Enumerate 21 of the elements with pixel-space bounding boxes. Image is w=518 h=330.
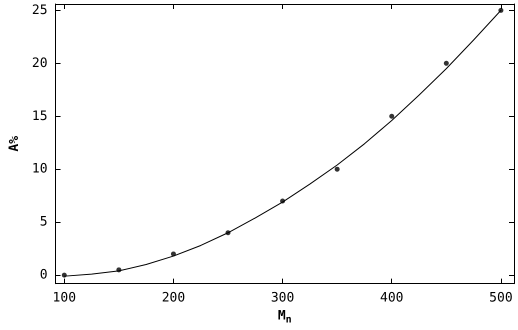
point xyxy=(280,198,286,204)
y-tick-label: 5 xyxy=(40,214,48,230)
x-tick-label: 100 xyxy=(52,290,76,306)
y-tick-label: 15 xyxy=(32,108,48,124)
point xyxy=(116,267,122,272)
point xyxy=(170,251,176,256)
y-axis-title: A% xyxy=(7,136,22,152)
y-tick-label: 0 xyxy=(40,268,48,283)
point xyxy=(226,230,231,236)
point xyxy=(62,272,67,278)
y-tick-label: 10 xyxy=(32,162,48,177)
x-tick-label: 200 xyxy=(162,290,186,306)
x-tick-label: 300 xyxy=(270,290,294,306)
y-tick-label: 20 xyxy=(32,56,48,71)
y-tick-label: 25 xyxy=(32,2,48,18)
point xyxy=(334,166,340,172)
x-tick-label: 500 xyxy=(489,290,513,306)
point xyxy=(444,60,449,66)
point xyxy=(498,8,504,13)
x-tick-label: 400 xyxy=(380,290,404,306)
point xyxy=(389,114,394,119)
